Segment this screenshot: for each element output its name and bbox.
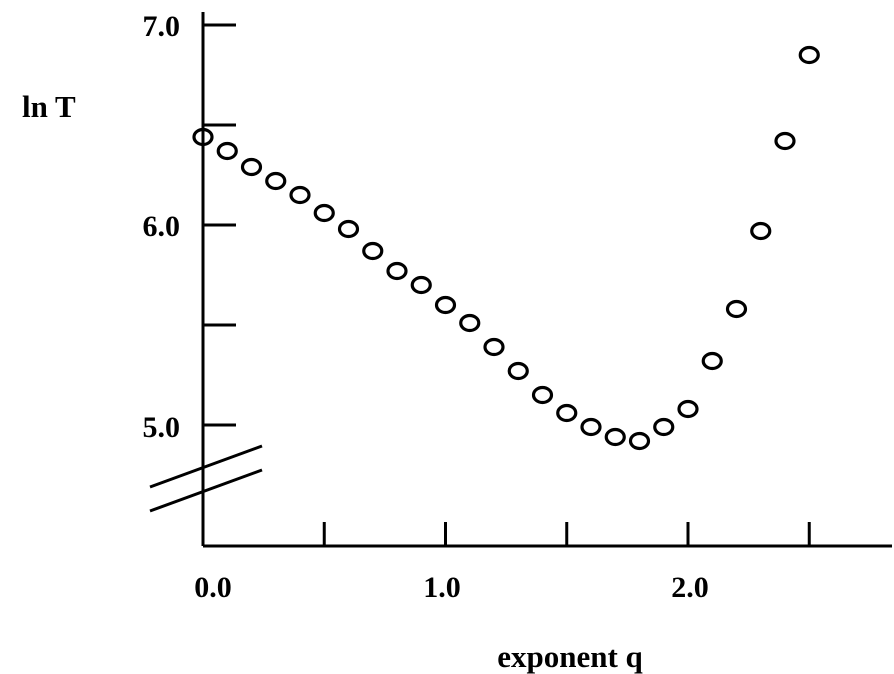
data-point: [798, 45, 820, 65]
y-axis-label: ln T: [22, 89, 76, 124]
data-point: [750, 221, 772, 241]
axis-break-mark: [149, 444, 263, 513]
data-point: [410, 275, 432, 295]
data-point: [774, 131, 796, 151]
data-point: [507, 361, 529, 381]
data-point: [556, 403, 578, 423]
data-points: [192, 45, 820, 451]
data-point: [580, 417, 602, 437]
data-point: [604, 427, 626, 447]
data-point: [434, 295, 457, 315]
y-tick-label-5: 5.0: [143, 411, 181, 444]
data-point: [653, 417, 675, 437]
data-point: [628, 431, 651, 451]
data-point: [701, 351, 723, 371]
x-tick-label-2: 2.0: [671, 571, 709, 604]
data-point: [337, 219, 360, 239]
data-point: [192, 127, 214, 147]
data-point: [265, 171, 287, 191]
data-point: [313, 203, 335, 223]
data-point: [725, 299, 748, 319]
data-point: [459, 313, 481, 333]
data-point: [531, 385, 554, 405]
y-tick-label-6: 6.0: [143, 210, 181, 243]
data-point: [289, 185, 311, 205]
x-tick-label-0: 0.0: [194, 571, 232, 604]
axis-ticks: [203, 23, 811, 546]
x-axis-label: exponent q: [497, 639, 643, 674]
data-point: [362, 241, 384, 261]
y-tick-label-7: 7.0: [143, 10, 181, 43]
data-point: [677, 399, 699, 419]
data-point: [216, 141, 238, 161]
data-point: [483, 337, 505, 357]
data-point: [386, 261, 408, 281]
data-point: [240, 157, 263, 177]
x-tick-label-1: 1.0: [423, 571, 461, 604]
